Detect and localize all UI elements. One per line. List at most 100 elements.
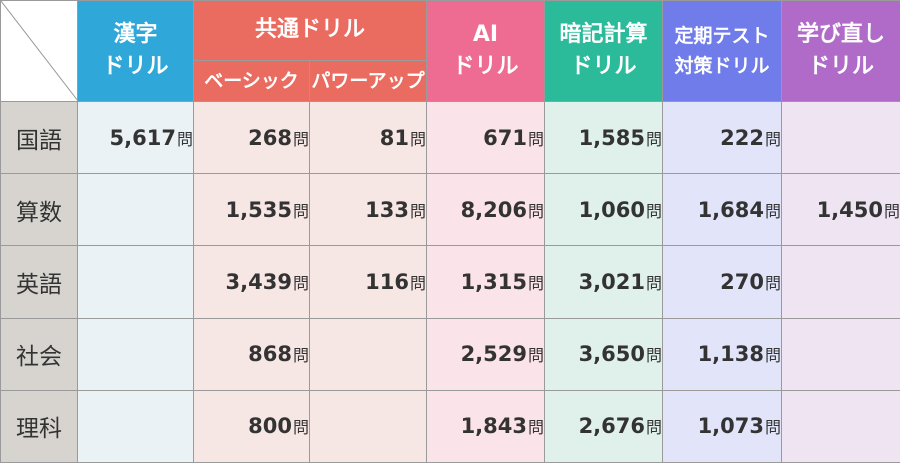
count-unit: 問 <box>410 274 426 293</box>
count-value: 1,684 <box>698 198 764 222</box>
header-anki-line2: ドリル <box>545 51 662 83</box>
cell-powerup: 81問 <box>310 102 427 174</box>
count-value: 3,650 <box>579 342 645 366</box>
subject-label: 算数 <box>1 174 78 246</box>
count-unit: 問 <box>765 346 781 365</box>
diagonal-divider-icon <box>1 1 78 101</box>
cell-kanji <box>78 174 194 246</box>
header-common-basic: ベーシック <box>194 60 310 101</box>
count-unit: 問 <box>528 418 544 437</box>
count-unit: 問 <box>765 202 781 221</box>
cell-anki: 2,676問 <box>545 390 663 462</box>
count-value: 1,450 <box>817 198 883 222</box>
count-unit: 問 <box>410 202 426 221</box>
cell-powerup: 133問 <box>310 174 427 246</box>
cell-powerup <box>310 390 427 462</box>
cell-kanji <box>78 318 194 390</box>
count-value: 222 <box>720 126 764 150</box>
count-value: 1,138 <box>698 342 764 366</box>
header-ai-drill: AI ドリル <box>427 1 545 102</box>
count-unit: 問 <box>646 202 662 221</box>
count-value: 1,073 <box>698 414 764 438</box>
count-unit: 問 <box>646 130 662 149</box>
subject-label: 理科 <box>1 390 78 462</box>
header-kanji-line1: 漢字 <box>78 19 193 51</box>
header-manabi-line1: 学び直し <box>782 19 900 51</box>
count-value: 3,021 <box>579 270 645 294</box>
count-unit: 問 <box>765 418 781 437</box>
count-value: 671 <box>483 126 527 150</box>
cell-anki: 1,060問 <box>545 174 663 246</box>
count-value: 800 <box>248 414 292 438</box>
cell-ai: 671問 <box>427 102 545 174</box>
cell-manabi: 1,450問 <box>782 174 900 246</box>
subject-label: 社会 <box>1 318 78 390</box>
count-unit: 問 <box>177 130 193 149</box>
cell-basic: 868問 <box>194 318 310 390</box>
cell-teiki: 1,684問 <box>663 174 782 246</box>
cell-anki: 3,650問 <box>545 318 663 390</box>
count-value: 1,060 <box>579 198 645 222</box>
cell-teiki: 1,073問 <box>663 390 782 462</box>
cell-basic: 3,439問 <box>194 246 310 318</box>
count-value: 5,617 <box>110 126 176 150</box>
header-anki-line1: 暗記計算 <box>545 19 662 51</box>
cell-ai: 1,315問 <box>427 246 545 318</box>
count-unit: 問 <box>410 130 426 149</box>
cell-anki: 1,585問 <box>545 102 663 174</box>
count-value: 270 <box>720 270 764 294</box>
cell-basic: 1,535問 <box>194 174 310 246</box>
header-teiki-drill: 定期テスト 対策ドリル <box>663 1 782 102</box>
count-unit: 問 <box>293 202 309 221</box>
header-ai-line1: AI <box>427 19 544 51</box>
header-ai-line2: ドリル <box>427 51 544 83</box>
header-anki-drill: 暗記計算 ドリル <box>545 1 663 102</box>
count-unit: 問 <box>646 346 662 365</box>
count-unit: 問 <box>765 130 781 149</box>
header-manabi-drill: 学び直し ドリル <box>782 1 900 102</box>
header-kanji-drill: 漢字 ドリル <box>78 1 194 102</box>
count-unit: 問 <box>528 346 544 365</box>
cell-kanji <box>78 390 194 462</box>
count-unit: 問 <box>293 274 309 293</box>
cell-kanji <box>78 246 194 318</box>
cell-basic: 268問 <box>194 102 310 174</box>
count-value: 116 <box>365 270 409 294</box>
count-value: 2,676 <box>579 414 645 438</box>
count-unit: 問 <box>293 130 309 149</box>
count-value: 2,529 <box>461 342 527 366</box>
cell-manabi <box>782 102 900 174</box>
cell-teiki: 270問 <box>663 246 782 318</box>
count-value: 8,206 <box>461 198 527 222</box>
count-unit: 問 <box>293 418 309 437</box>
cell-anki: 3,021問 <box>545 246 663 318</box>
cell-teiki: 222問 <box>663 102 782 174</box>
subject-label: 国語 <box>1 102 78 174</box>
count-value: 133 <box>365 198 409 222</box>
count-value: 3,439 <box>226 270 292 294</box>
cell-teiki: 1,138問 <box>663 318 782 390</box>
cell-ai: 8,206問 <box>427 174 545 246</box>
count-value: 1,843 <box>461 414 527 438</box>
count-value: 81 <box>380 126 409 150</box>
header-manabi-line2: ドリル <box>782 51 900 83</box>
header-common-drill: 共通ドリル <box>194 1 427 61</box>
cell-basic: 800問 <box>194 390 310 462</box>
header-teiki-line1: 定期テスト <box>663 21 781 51</box>
corner-cell <box>1 1 78 102</box>
count-unit: 問 <box>646 418 662 437</box>
cell-manabi <box>782 390 900 462</box>
header-common-powerup: パワーアップ <box>310 60 427 101</box>
count-unit: 問 <box>293 346 309 365</box>
count-value: 1,535 <box>226 198 292 222</box>
cell-powerup <box>310 318 427 390</box>
cell-manabi <box>782 246 900 318</box>
header-teiki-line2: 対策ドリル <box>663 51 781 81</box>
cell-kanji: 5,617問 <box>78 102 194 174</box>
